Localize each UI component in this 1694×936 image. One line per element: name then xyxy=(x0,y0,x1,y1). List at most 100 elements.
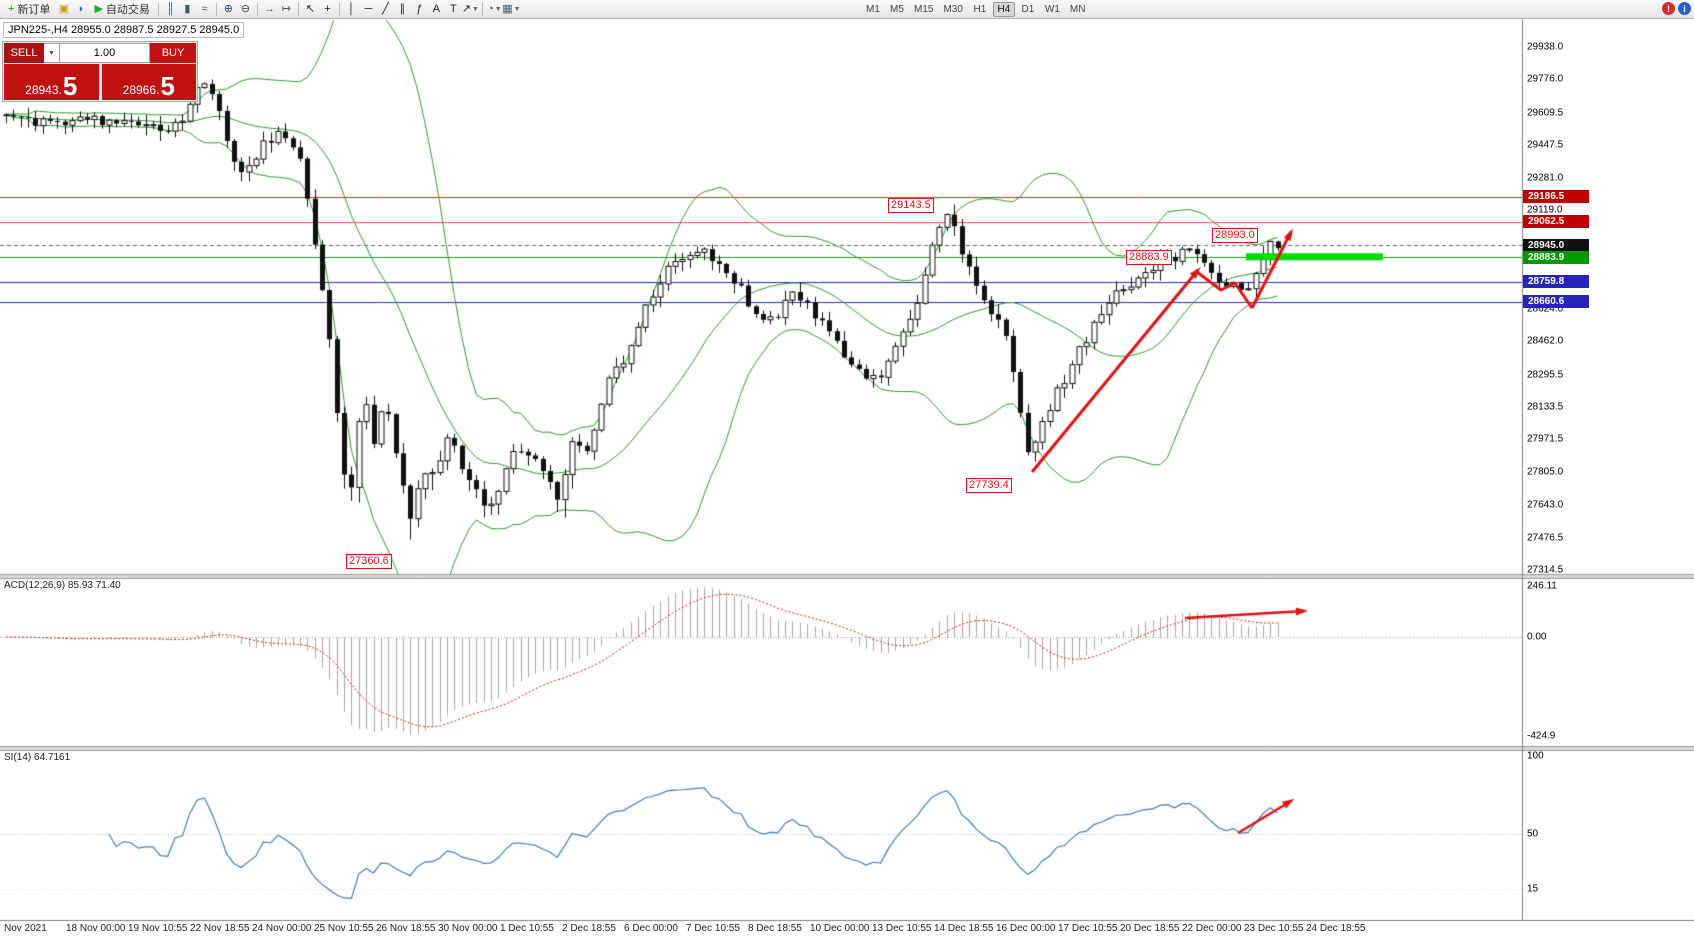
chart-shift-icon: ↦ xyxy=(281,2,292,15)
price-axis-tick: 29281.0 xyxy=(1527,172,1564,184)
channel-icon: ∥ xyxy=(399,2,406,15)
price-tag: 28945.0 xyxy=(1523,238,1589,252)
timeframe-button-m5[interactable]: M5 xyxy=(890,4,904,15)
toolbar-separator xyxy=(157,2,159,16)
timeframe-button-d1[interactable]: D1 xyxy=(1021,4,1035,15)
one-click-row-prices: 28943. 5 28966. 5 xyxy=(4,64,196,100)
vertical-line-icon[interactable]: │ xyxy=(343,1,360,17)
buy-price-big-digit: 5 xyxy=(160,70,175,101)
time-axis-label: 6 Dec 00:00 xyxy=(624,923,678,934)
time-axis-label: 2 Dec 18:55 xyxy=(562,923,616,934)
chat-icon[interactable]: ◗ xyxy=(72,1,89,17)
timeframe-button-h4[interactable]: H4 xyxy=(992,2,1015,17)
time-axis-label: 20 Dec 18:55 xyxy=(1120,923,1180,934)
fibonacci-icon: ƒ xyxy=(416,2,423,15)
price-axis-tick: 27476.5 xyxy=(1527,532,1564,544)
timeframe-button-m15[interactable]: M15 xyxy=(914,4,934,15)
price-tag: 28883.9 xyxy=(1523,250,1589,264)
time-axis-label: 25 Nov 10:55 xyxy=(314,923,374,934)
auto-trading-icon: ▶ xyxy=(94,2,103,15)
timeframe-button-h1[interactable]: H1 xyxy=(973,4,987,15)
mailbox-icon[interactable]: ▣ xyxy=(55,1,72,17)
buy-price-dot: . xyxy=(156,82,160,97)
macd-axis-tick: -424.9 xyxy=(1527,730,1556,742)
text-icon: A xyxy=(432,2,441,15)
chart-ohlc-header: JPN225-,H4 28955.0 28987.5 28927.5 28945… xyxy=(3,22,245,38)
toolbar-items: + 新订单 ▣ ◗ ▶ 自动交易 ║ ▮ ≈ ⊕ ⊖ → ↦ ↖ + │ ─ ╱ ∥ ƒ A T ↗ ▼ ◔ ▼ ▦ ▼ xyxy=(3,1,521,17)
clock-icon[interactable]: ◔ ▼ xyxy=(486,1,503,17)
time-axis-label: 22 Dec 00:00 xyxy=(1182,923,1242,934)
buy-price-display[interactable]: 28966. 5 xyxy=(101,64,196,101)
timeframe-button-m1[interactable]: M1 xyxy=(866,4,880,15)
fibonacci-icon[interactable]: ƒ xyxy=(411,1,428,17)
text-label-icon: T xyxy=(450,2,457,15)
timeframe-button-m30[interactable]: M30 xyxy=(943,4,963,15)
channel-icon[interactable]: ∥ xyxy=(394,1,411,17)
price-tag: 29062.5 xyxy=(1523,215,1589,229)
timeframe-button-mn[interactable]: MN xyxy=(1069,4,1086,15)
line-chart-icon[interactable]: ≈ xyxy=(196,1,213,17)
auto-trading-button[interactable]: ▶ 自动交易 xyxy=(89,1,154,17)
time-axis-label: 17 Dec 10:55 xyxy=(1058,923,1118,934)
horizontal-line-icon: ─ xyxy=(364,2,373,15)
time-axis-label: 1 Dec 10:55 xyxy=(500,923,554,934)
time-axis-label: 26 Nov 18:55 xyxy=(376,923,436,934)
toolbar: + 新订单 ▣ ◗ ▶ 自动交易 ║ ▮ ≈ ⊕ ⊖ → ↦ ↖ + │ ─ ╱ ∥ ƒ A T ↗ ▼ ◔ ▼ ▦ ▼ M1 M5 M1… xyxy=(0,0,1694,19)
sell-price-display[interactable]: 28943. 5 xyxy=(4,64,99,100)
text-label-icon[interactable]: T xyxy=(445,1,462,17)
arrows-icon: ↗ xyxy=(461,2,472,15)
chart-shift-icon[interactable]: ↦ xyxy=(278,1,295,17)
time-axis-label: 23 Dec 10:55 xyxy=(1244,923,1304,934)
price-axis-tick: 27314.5 xyxy=(1527,564,1564,576)
price-axis-tick: 27971.5 xyxy=(1527,433,1564,445)
bar-chart-icon: ║ xyxy=(166,2,175,15)
time-axis-label: 7 Dec 10:55 xyxy=(686,923,740,934)
time-axis-label: 13 Dec 10:55 xyxy=(872,923,932,934)
price-annotation[interactable]: 27360.6 xyxy=(346,554,392,569)
time-axis-label: 16 Dec 00:00 xyxy=(996,923,1056,934)
buy-button[interactable]: BUY xyxy=(150,43,196,63)
horizontal-line-icon[interactable]: ─ xyxy=(360,1,377,17)
chevron-down-icon: ▼ xyxy=(48,49,55,57)
cursor-icon[interactable]: ↖ xyxy=(302,1,319,17)
volume-input[interactable] xyxy=(60,43,150,63)
community-icon[interactable]: i xyxy=(1678,2,1691,15)
new-order-button[interactable]: + 新订单 xyxy=(3,1,55,17)
grid-icon[interactable]: ▦ ▼ xyxy=(502,1,521,17)
trendline-icon[interactable]: ╱ xyxy=(377,1,394,17)
toolbar-separator xyxy=(215,2,217,16)
volume-dropdown[interactable]: ▼ xyxy=(44,43,60,63)
time-axis-label: 22 Nov 18:55 xyxy=(190,923,250,934)
toolbar-separator xyxy=(338,2,340,16)
one-click-row-orders: SELL ▼ BUY xyxy=(4,43,196,63)
toolbar-separator xyxy=(256,2,258,16)
price-axis-tick: 29938.0 xyxy=(1527,41,1564,53)
arrows-icon[interactable]: ↗ ▼ xyxy=(462,1,479,17)
price-annotation[interactable]: 28993.0 xyxy=(1212,228,1258,243)
chevron-down-icon: ▼ xyxy=(513,5,521,13)
price-annotation[interactable]: 28883.9 xyxy=(1126,250,1172,265)
price-annotation[interactable]: 27739.4 xyxy=(966,478,1012,493)
toolbar-right-icons: ! i xyxy=(1662,2,1691,15)
zoom-out-icon[interactable]: ⊖ xyxy=(237,1,254,17)
sell-price-big-digit: 5 xyxy=(62,70,78,101)
text-icon[interactable]: A xyxy=(428,1,445,17)
one-click-trading-panel: SELL ▼ BUY 28943.5 28966.5 xyxy=(2,41,198,102)
price-axis-tick: 27805.0 xyxy=(1527,466,1564,478)
candlestick-chart-icon[interactable]: ▮ xyxy=(179,1,196,17)
alerts-icon[interactable]: ! xyxy=(1662,2,1675,15)
auto-trading-button-label: 自动交易 xyxy=(105,4,150,16)
crosshair-icon[interactable]: + xyxy=(319,1,336,17)
bar-chart-icon[interactable]: ║ xyxy=(162,1,179,17)
price-axis-tick: 28462.0 xyxy=(1527,335,1564,347)
price-annotation[interactable]: 29143.5 xyxy=(888,198,934,213)
price-axis-tick: 29119.0 xyxy=(1527,204,1563,216)
sell-button[interactable]: SELL xyxy=(4,43,44,63)
timeframe-button-w1[interactable]: W1 xyxy=(1044,4,1060,15)
price-axis-tick: 27643.0 xyxy=(1527,499,1564,511)
rsi-axis-tick: 50 xyxy=(1527,828,1539,840)
zoom-in-icon[interactable]: ⊕ xyxy=(220,1,237,17)
price-axis-tick: 29609.5 xyxy=(1527,107,1564,118)
auto-scroll-icon[interactable]: → xyxy=(261,1,278,17)
